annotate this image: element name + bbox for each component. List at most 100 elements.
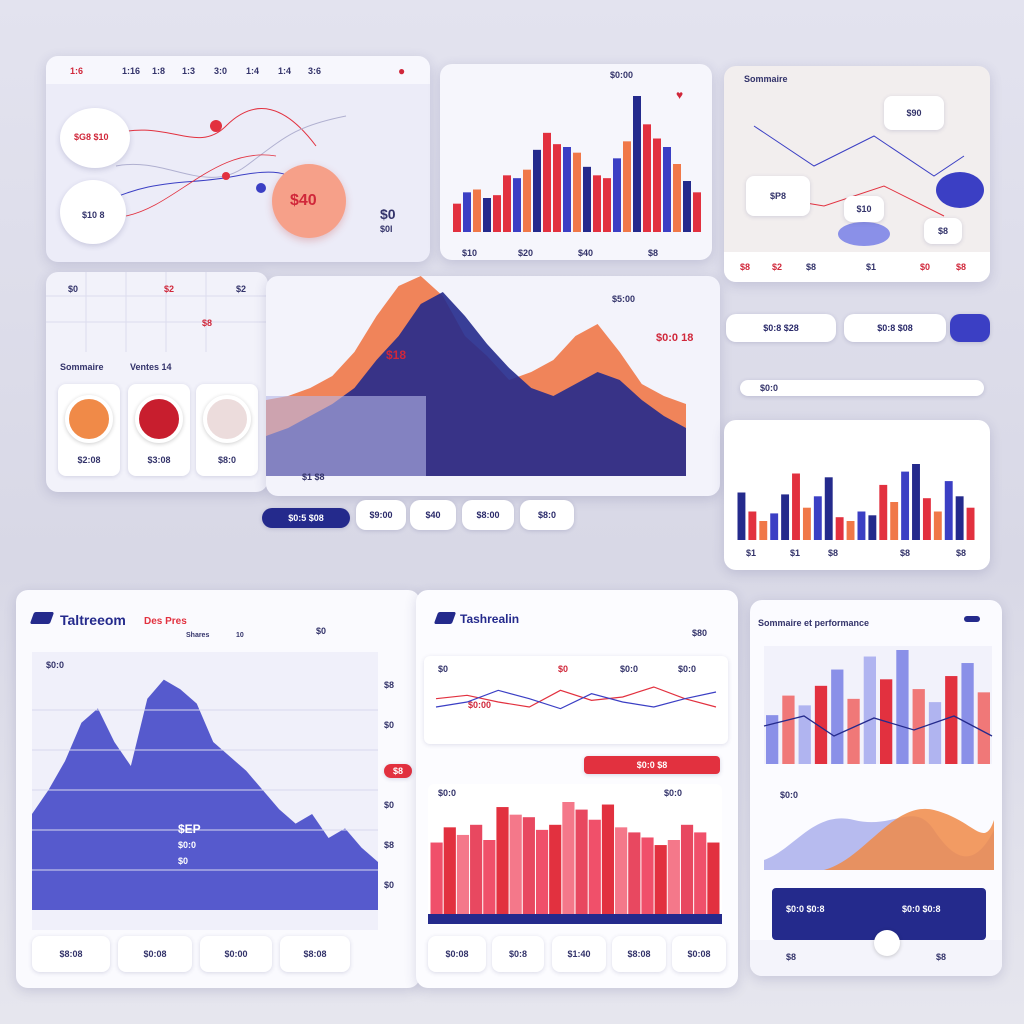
chart-bar bbox=[863, 656, 876, 764]
tick-label: $40 bbox=[578, 248, 594, 258]
tab[interactable]: $0:5 $08 bbox=[262, 508, 350, 528]
toggle-icon[interactable] bbox=[874, 930, 900, 956]
kpi-card[interactable]: $8:0 bbox=[196, 384, 258, 476]
side-badge[interactable]: $8 bbox=[384, 764, 412, 778]
range-slider[interactable]: $0:0 bbox=[740, 380, 984, 396]
nav-item[interactable]: $0 bbox=[316, 626, 327, 636]
bar-chart-card: $0:0 $0:0 bbox=[428, 784, 722, 926]
footer-tile[interactable]: $0:08 bbox=[118, 936, 192, 972]
chart-bar bbox=[563, 147, 571, 232]
go-button[interactable] bbox=[950, 314, 990, 342]
chart-bar bbox=[643, 124, 651, 232]
mask-icon bbox=[203, 395, 251, 443]
right-bar-chart bbox=[737, 464, 975, 540]
chart-bar bbox=[493, 195, 501, 232]
toolbar-item[interactable]: 3:0 bbox=[214, 66, 228, 76]
chart-bar bbox=[748, 511, 757, 540]
share-icon[interactable] bbox=[964, 616, 980, 622]
toolbar-item[interactable]: 1:3 bbox=[182, 66, 196, 76]
chart-bar bbox=[473, 189, 481, 232]
badge[interactable]: $8 bbox=[924, 218, 962, 244]
footer-tile[interactable]: $0:00 bbox=[200, 936, 272, 972]
chart-bar bbox=[463, 192, 471, 232]
chart-bar bbox=[814, 685, 828, 764]
brand-name: Taltreeom bbox=[60, 612, 126, 628]
badge[interactable]: $10 bbox=[844, 196, 884, 222]
trend-line bbox=[763, 715, 993, 737]
bar-label: $8 bbox=[900, 548, 911, 558]
toolbar-item[interactable]: 1:6 bbox=[70, 66, 84, 76]
red-action-button[interactable]: $0:0 $8 bbox=[584, 756, 720, 774]
tab[interactable]: $8:00 bbox=[462, 500, 514, 530]
flame-icon bbox=[65, 395, 113, 443]
toolbar-item[interactable]: 1:4 bbox=[278, 66, 292, 76]
chart-bar bbox=[770, 513, 779, 540]
toolbar-item[interactable]: 3:6 bbox=[308, 66, 322, 76]
secondary-dashboard-panel: Tashrealin $80 $0 $0 $0:0 $0:0 $0:00 $0:… bbox=[416, 590, 738, 988]
chart-bar bbox=[890, 502, 899, 540]
toolbar-item[interactable]: 1:4 bbox=[246, 66, 260, 76]
chart-bar bbox=[623, 141, 631, 232]
side-value: $0 bbox=[384, 880, 395, 890]
chart-bar bbox=[683, 181, 691, 232]
area-footer: $1 $8 bbox=[302, 472, 325, 482]
badge[interactable]: $P8 bbox=[746, 176, 810, 216]
caption: Ventes 14 bbox=[130, 362, 172, 372]
kpi-card[interactable]: $3:08 bbox=[128, 384, 190, 476]
side-value: $8 bbox=[384, 680, 395, 690]
caption: Sommaire bbox=[60, 362, 104, 372]
footer-tile[interactable]: $1:40 bbox=[552, 936, 606, 972]
footer-tile[interactable]: $8:08 bbox=[612, 936, 666, 972]
nav-item[interactable]: 10 bbox=[236, 632, 244, 639]
toolbar-item[interactable]: 1:16 bbox=[122, 66, 141, 76]
toolbar-item[interactable]: 1:8 bbox=[152, 66, 166, 76]
heart-icon: ♥ bbox=[676, 88, 684, 102]
chart-bar bbox=[759, 521, 768, 540]
chart-bar bbox=[955, 496, 964, 540]
wave-chart bbox=[764, 808, 994, 870]
footer-tile[interactable]: $0:08 bbox=[428, 936, 486, 972]
chart-note: $0:0 bbox=[664, 788, 683, 798]
chart-bar bbox=[922, 498, 931, 540]
chart-bar bbox=[588, 819, 601, 916]
bar-label: $8 bbox=[956, 548, 967, 558]
search-pill[interactable]: $0:8 $28 bbox=[726, 314, 836, 342]
area-series bbox=[32, 679, 378, 910]
tab[interactable]: $8:0 bbox=[520, 500, 574, 530]
footer-tile[interactable]: $0:08 bbox=[672, 936, 726, 972]
area-title: $0:0 18 bbox=[656, 332, 694, 344]
node-a[interactable] bbox=[60, 108, 130, 168]
chart-bar bbox=[470, 824, 483, 916]
chart-bar bbox=[543, 132, 551, 232]
chart-bar bbox=[945, 676, 958, 764]
tick-label: $8 bbox=[648, 248, 659, 258]
footer-tile[interactable]: $8:08 bbox=[32, 936, 110, 972]
chart-bar bbox=[562, 802, 575, 916]
summary-text: $0:0 $0:8 bbox=[786, 904, 825, 914]
kpi-card[interactable]: $2:08 bbox=[58, 384, 120, 476]
mini-stats: $8 $8 bbox=[750, 930, 1002, 976]
panel-header: Sommaire bbox=[744, 74, 788, 84]
close-icon[interactable]: ● bbox=[398, 64, 406, 78]
axis-bar bbox=[428, 914, 722, 924]
node-b[interactable] bbox=[60, 180, 126, 244]
badge[interactable]: $90 bbox=[884, 96, 944, 130]
node-b-label: $10 8 bbox=[82, 210, 105, 220]
footer-tile[interactable]: $0:8 bbox=[492, 936, 544, 972]
bar-label: $1 bbox=[746, 548, 757, 558]
nav-item[interactable]: Shares bbox=[186, 632, 210, 639]
toolbar: 1:6 1:16 1:8 1:3 3:0 1:4 1:4 3:6 ● bbox=[46, 56, 430, 84]
chart-bar bbox=[912, 464, 920, 540]
footer-tile[interactable]: $8:08 bbox=[280, 936, 350, 972]
search-pill[interactable]: $0:8 $08 bbox=[844, 314, 946, 342]
area-overlay bbox=[266, 396, 426, 476]
chart-bar bbox=[573, 152, 581, 232]
big-node[interactable] bbox=[272, 164, 346, 238]
chart-bar bbox=[673, 164, 681, 232]
chart-bar bbox=[615, 827, 628, 916]
side-value: $0 bbox=[384, 800, 395, 810]
chart-title: $0:0 bbox=[438, 788, 457, 798]
chart-bar bbox=[792, 473, 800, 540]
tab[interactable]: $40 bbox=[410, 500, 456, 530]
tab[interactable]: $9:00 bbox=[356, 500, 406, 530]
